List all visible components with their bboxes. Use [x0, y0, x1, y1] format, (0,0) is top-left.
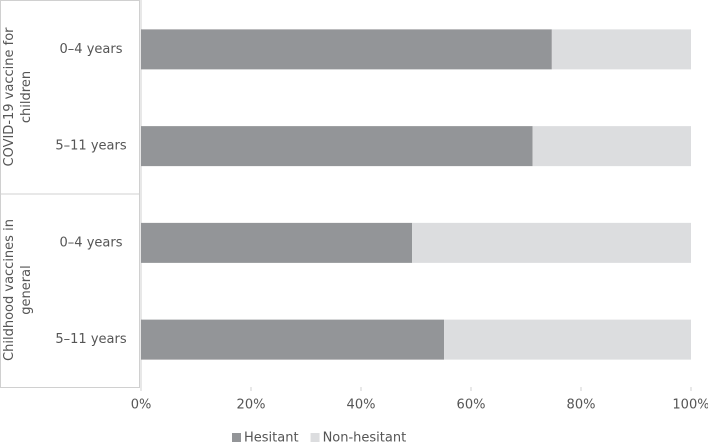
bar-segment	[444, 319, 691, 360]
x-tick-label: 80%	[567, 398, 596, 413]
y-tick-label: 0–4 years	[60, 235, 123, 250]
bar-segment	[532, 126, 691, 167]
x-tick-label: 0%	[131, 398, 152, 413]
group-label: COVID-19 vaccine for children	[2, 27, 34, 167]
legend-label: Non-hesitant	[323, 431, 407, 445]
bar-segment	[141, 29, 552, 70]
bar-segment	[141, 319, 445, 360]
legend-swatch	[310, 433, 320, 442]
y-tick-label: 5–11 years	[55, 139, 126, 154]
x-tick-label: 20%	[237, 398, 266, 413]
x-tick-label: 100%	[672, 398, 708, 413]
group-label: Childhood vaccines in general	[2, 219, 34, 362]
x-tick-label: 40%	[347, 398, 376, 413]
y-tick-label: 0–4 years	[60, 42, 123, 57]
y-tick-label: 5–11 years	[55, 332, 126, 347]
bar-segment	[551, 29, 691, 70]
bar-segment	[412, 222, 691, 263]
legend-label: Hesitant	[244, 431, 299, 445]
legend-swatch	[232, 433, 241, 442]
bar-segment	[141, 126, 533, 167]
x-tick-label: 60%	[457, 398, 486, 413]
group-box	[0, 193, 140, 388]
bar-segment	[141, 222, 413, 263]
